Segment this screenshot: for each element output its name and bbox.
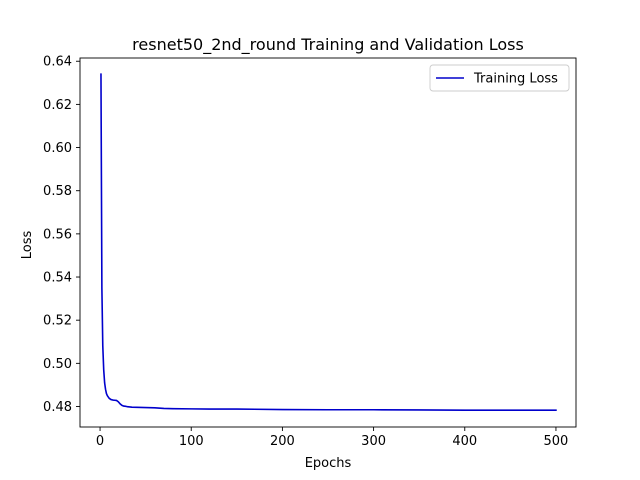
chart-title: resnet50_2nd_round Training and Validati… <box>132 35 524 55</box>
legend-label: Training Loss <box>473 72 558 87</box>
y-tick-label: 0.54 <box>43 271 72 286</box>
legend-box <box>429 64 570 92</box>
x-tick-label: 300 <box>361 434 386 449</box>
y-tick-label: 0.52 <box>43 314 72 329</box>
series-line-training-loss <box>100 73 557 411</box>
plot-area: 0 100 200 300 400 500 0.48 0.50 0.52 0.54 0.56 0.58… <box>43 55 577 449</box>
x-tick-label: 500 <box>544 434 569 449</box>
x-tick-label: 400 <box>452 434 477 449</box>
y-axis-label: Loss <box>20 231 35 260</box>
y-tick-label: 0.62 <box>43 98 72 113</box>
y-tick-label: 0.60 <box>43 141 72 156</box>
legend: Training Loss <box>429 64 570 92</box>
x-tick-label: 0 <box>96 434 104 449</box>
x-axis-label: Epochs <box>305 456 352 471</box>
x-tick-label: 200 <box>270 434 295 449</box>
y-tick-label: 0.50 <box>43 357 72 372</box>
y-tick-label: 0.56 <box>43 227 72 242</box>
x-tick-label: 100 <box>179 434 204 449</box>
plot-frame <box>79 57 577 428</box>
y-tick-label: 0.58 <box>43 184 72 199</box>
y-tick-label: 0.64 <box>43 55 72 70</box>
y-tick-label: 0.48 <box>43 400 72 415</box>
